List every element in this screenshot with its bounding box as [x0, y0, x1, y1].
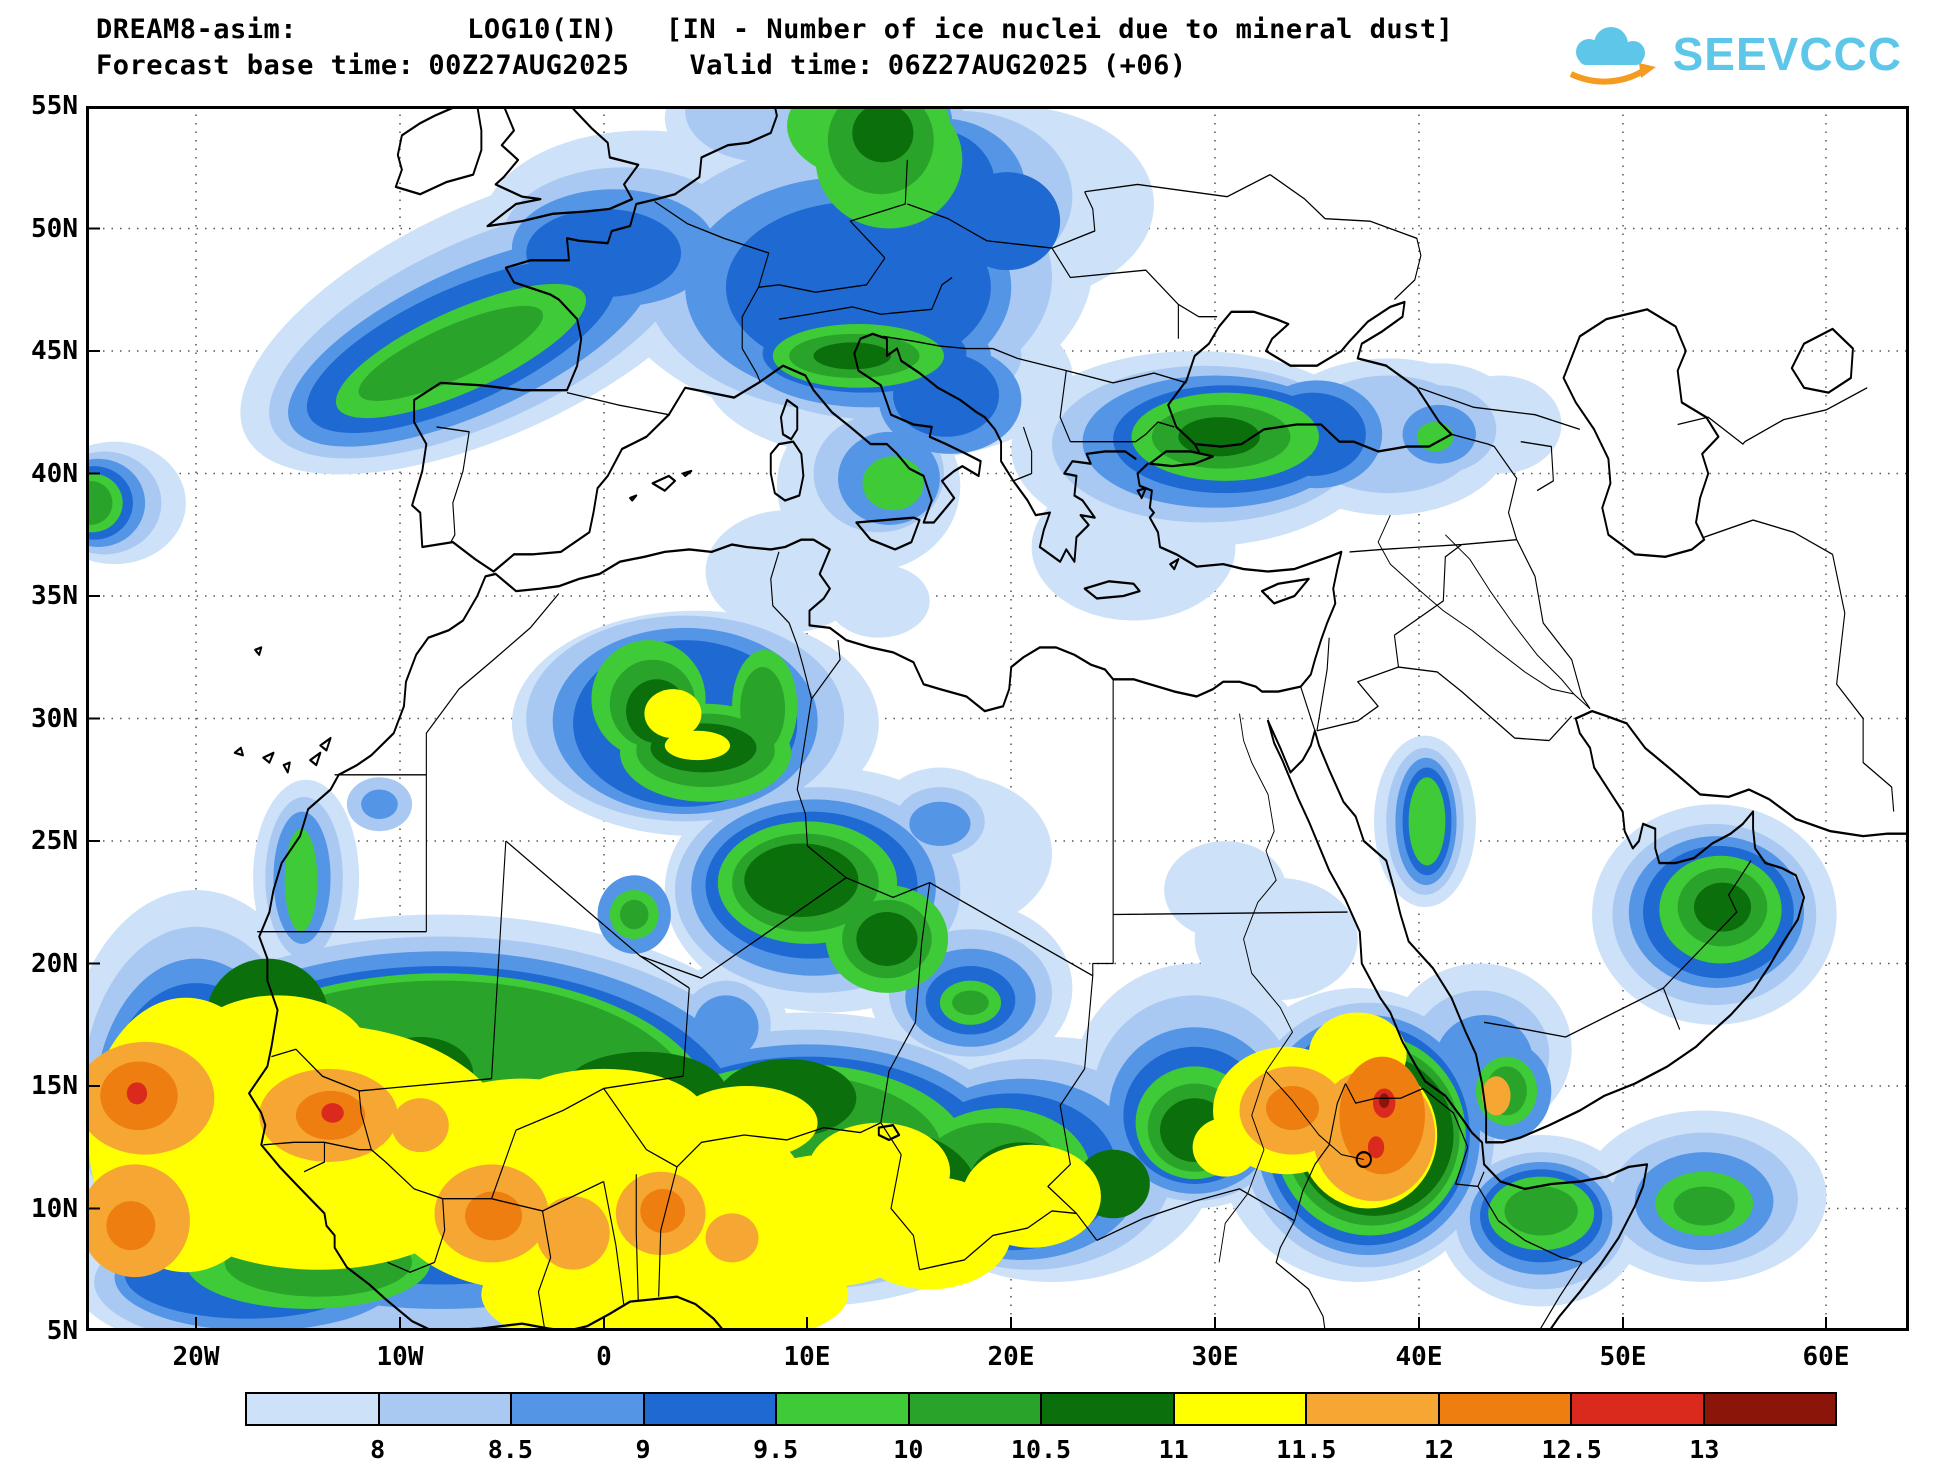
lon-axis-label: 30E — [1191, 1342, 1239, 1372]
lat-axis-label: 10N — [31, 1193, 78, 1224]
cloud-logo-icon — [1569, 27, 1656, 85]
legend-color-cell — [1572, 1394, 1705, 1424]
legend-label: 9.5 — [753, 1435, 799, 1464]
legend-labels: 8 8.5 9 9.5 10 10.5 11 11.5 12 12.5 13 — [245, 1435, 1837, 1465]
lat-axis-label: 15N — [31, 1071, 78, 1101]
legend-color-cell — [1042, 1394, 1175, 1424]
legend-label: 8 — [370, 1435, 386, 1464]
lon-axis-label: 40E — [1395, 1342, 1443, 1372]
map-canvas — [86, 106, 1909, 1331]
legend-label: 9 — [635, 1435, 651, 1464]
title-line-1: DREAM8-asim: LOG10(IN) [IN - Number of ice… — [96, 14, 1453, 45]
lat-axis-label: 50N — [31, 213, 78, 244]
logo-text: SEEVCCC — [1672, 28, 1902, 80]
rivers — [1218, 514, 1591, 1263]
seevccc-logo: SEEVCCC — [1559, 20, 1902, 88]
legend-color-cell — [1307, 1394, 1440, 1424]
colorbar — [245, 1392, 1837, 1426]
map-frame — [86, 106, 1909, 1331]
legend-label: 10.5 — [1010, 1435, 1072, 1464]
legend-color-cell — [644, 1394, 777, 1424]
lon-axis-label: 20W — [172, 1342, 220, 1372]
lat-axis-label: 5N — [46, 1316, 78, 1346]
longitude-axis: 20W 10W 0 10E 20E 30E 40E 50E 60E — [86, 1342, 1909, 1376]
legend-color-cell — [1704, 1394, 1835, 1424]
lon-axis-label: 10E — [783, 1342, 831, 1372]
lon-axis-label: 50E — [1599, 1342, 1647, 1372]
valid-time-value: 06Z27AUG2025 — [887, 50, 1089, 81]
lat-axis-label: 35N — [31, 581, 78, 611]
legend-label: 8.5 — [487, 1435, 533, 1464]
lon-axis-label: 0 — [596, 1342, 612, 1372]
valid-time-label: Valid time: — [689, 50, 874, 81]
lat-axis-label: 45N — [31, 336, 78, 366]
lat-axis-label: 40N — [31, 458, 78, 489]
base-time-value: 00Z27AUG2025 — [428, 50, 630, 81]
country-borders — [257, 159, 1895, 1331]
legend-label: 11 — [1158, 1435, 1189, 1464]
legend-label: 13 — [1689, 1435, 1720, 1464]
title-line-2: Forecast base time: 00Z27AUG2025 Valid tim… — [96, 50, 1187, 81]
lon-axis-label: 20E — [987, 1342, 1035, 1372]
color-legend: 8 8.5 9 9.5 10 10.5 11 11.5 12 12.5 13 — [245, 1392, 1837, 1465]
legend-color-cell — [1439, 1394, 1572, 1424]
legend-color-cell — [247, 1394, 380, 1424]
lat-axis-label: 20N — [31, 948, 78, 979]
lat-axis-label: 30N — [31, 703, 78, 734]
model-name: DREAM8-asim: — [96, 14, 298, 45]
legend-color-cell — [909, 1394, 1042, 1424]
base-time-label: Forecast base time: — [96, 50, 415, 81]
variable-name: LOG10(IN) — [467, 14, 618, 45]
legend-color-cell — [512, 1394, 645, 1424]
legend-label: 10 — [893, 1435, 924, 1464]
coastlines — [233, 106, 1909, 1331]
forecast-map — [86, 106, 1909, 1331]
legend-label: 12 — [1423, 1435, 1455, 1464]
contour-level-13-5 — [1379, 1093, 1390, 1109]
lat-axis-label: 55N — [31, 91, 78, 121]
lon-axis-label: 60E — [1802, 1342, 1850, 1372]
forecast-offset: (+06) — [1102, 50, 1187, 81]
lon-axis-label: 10W — [376, 1342, 424, 1372]
legend-color-cell — [379, 1394, 512, 1424]
contour-level-13 — [126, 1082, 1396, 1159]
legend-label: 12.5 — [1541, 1435, 1602, 1464]
legend-color-cell — [777, 1394, 910, 1424]
legend-label: 11.5 — [1276, 1435, 1337, 1464]
variable-description: [IN - Number of ice nuclei due to minera… — [665, 14, 1454, 45]
latitude-axis: 55N 50N 45N 40N 35N 30N 25N 20N 15N 10N … — [4, 91, 80, 1346]
legend-color-cell — [1174, 1394, 1307, 1424]
lat-axis-label: 25N — [31, 826, 78, 856]
contour-field — [86, 106, 1909, 1331]
